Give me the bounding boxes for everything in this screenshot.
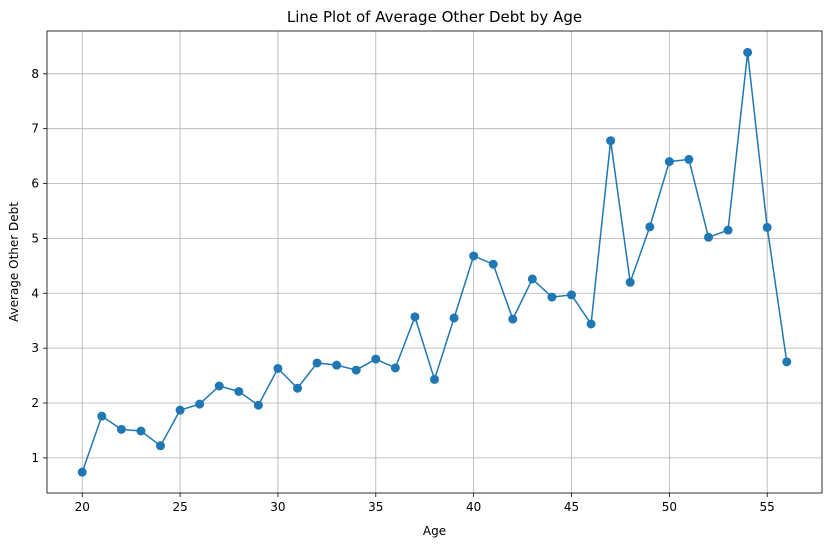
y-tick-label: 6 <box>31 177 39 191</box>
x-tick-label: 45 <box>564 500 579 514</box>
data-point <box>488 259 498 269</box>
data-point <box>527 274 537 284</box>
data-point <box>547 292 557 302</box>
y-tick-label: 2 <box>31 396 39 410</box>
data-point <box>390 363 400 373</box>
data-point <box>508 314 518 324</box>
data-point <box>469 251 479 261</box>
y-axis-label: Average Other Debt <box>7 202 21 322</box>
data-point <box>332 360 342 370</box>
data-point <box>664 157 674 167</box>
data-point <box>586 319 596 329</box>
data-point <box>234 386 244 396</box>
data-point <box>156 441 166 451</box>
y-tick-label: 5 <box>31 231 39 245</box>
grid <box>47 31 822 493</box>
data-point <box>684 154 694 164</box>
data-point <box>566 290 576 300</box>
x-tick-label: 25 <box>172 500 187 514</box>
data-point <box>312 358 322 368</box>
data-point <box>136 426 146 436</box>
x-tick-label: 55 <box>760 500 775 514</box>
data-point <box>175 405 185 415</box>
y-tick-label: 4 <box>31 286 39 300</box>
data-point <box>77 467 87 477</box>
x-tick-label: 30 <box>270 500 285 514</box>
data-point <box>743 47 753 57</box>
data-point <box>703 232 713 242</box>
data-point <box>449 313 459 323</box>
data-point <box>371 354 381 364</box>
series-line <box>81 52 788 473</box>
data-point <box>195 399 205 409</box>
y-tick-label: 3 <box>31 341 39 355</box>
data-point <box>97 411 107 421</box>
data-point <box>214 381 224 391</box>
y-tick-label: 7 <box>31 122 39 136</box>
x-axis-label: Age <box>423 524 446 538</box>
data-point <box>625 277 635 287</box>
data-point <box>645 222 655 232</box>
x-tick-label: 50 <box>662 500 677 514</box>
data-point <box>430 374 439 384</box>
y-tick-label: 8 <box>31 67 39 81</box>
data-point <box>410 312 420 322</box>
data-point <box>606 136 616 146</box>
data-point <box>253 400 263 410</box>
x-tick-label: 35 <box>368 500 383 514</box>
data-point <box>293 383 303 393</box>
x-tick-label: 40 <box>466 500 481 514</box>
y-tick-label: 1 <box>31 451 39 465</box>
data-point <box>273 363 283 373</box>
data-point <box>116 424 126 434</box>
x-tick-label: 20 <box>75 500 90 514</box>
data-point <box>351 365 361 375</box>
data-point <box>782 357 792 367</box>
series-layer <box>77 47 792 477</box>
data-point <box>723 225 733 235</box>
plot-frame <box>46 30 823 494</box>
data-point <box>762 222 772 232</box>
chart-title: Line Plot of Average Other Debt by Age <box>287 8 582 26</box>
